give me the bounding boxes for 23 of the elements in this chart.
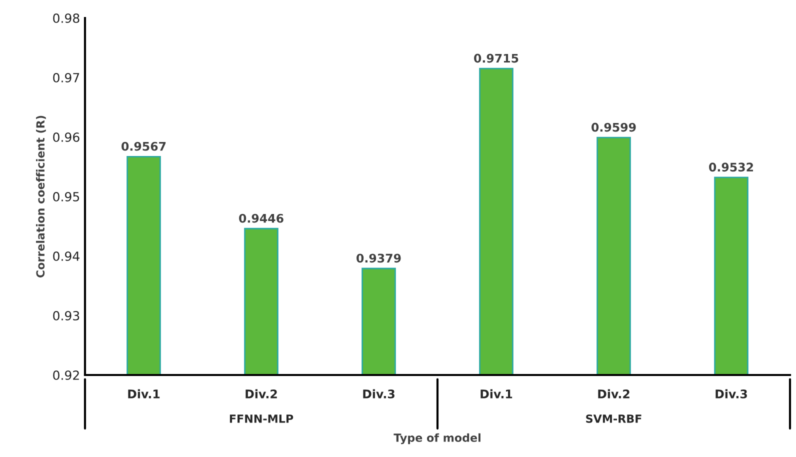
x-tick-label: Div.3 [363,389,394,398]
x-tick-label: Div.1 [480,389,512,398]
y-tick-label: 0.92 [53,370,79,380]
data-label: 0.9715 [474,54,518,63]
y-axis-title: Correlation coefficient (R) [36,116,46,278]
data-label: 0.9379 [356,254,401,263]
x-axis-title: Type of model [394,433,480,444]
y-tick-label: 0.98 [53,13,80,23]
text: SVM-RBF [586,414,642,423]
data-label: 0.9532 [709,162,754,172]
data-label: 0.9567 [122,142,166,151]
x-tick-label: Div.3 [716,389,747,398]
y-tick-label: 0.94 [53,251,80,261]
data-label: 0.9599 [592,122,636,132]
y-tick-label: 0.96 [53,132,80,142]
x-tick-label: Div.2 [598,389,630,398]
x-tick-label: Div.2 [246,389,277,398]
y-tick-label: 0.93 [53,310,80,320]
text: FFNN-MLP [230,414,294,423]
y-tick-label: 0.97 [53,72,80,82]
y-tick-label: 0.95 [53,192,80,202]
data-label: 0.9446 [239,214,284,223]
x-tick-label: Div.1 [128,389,160,398]
